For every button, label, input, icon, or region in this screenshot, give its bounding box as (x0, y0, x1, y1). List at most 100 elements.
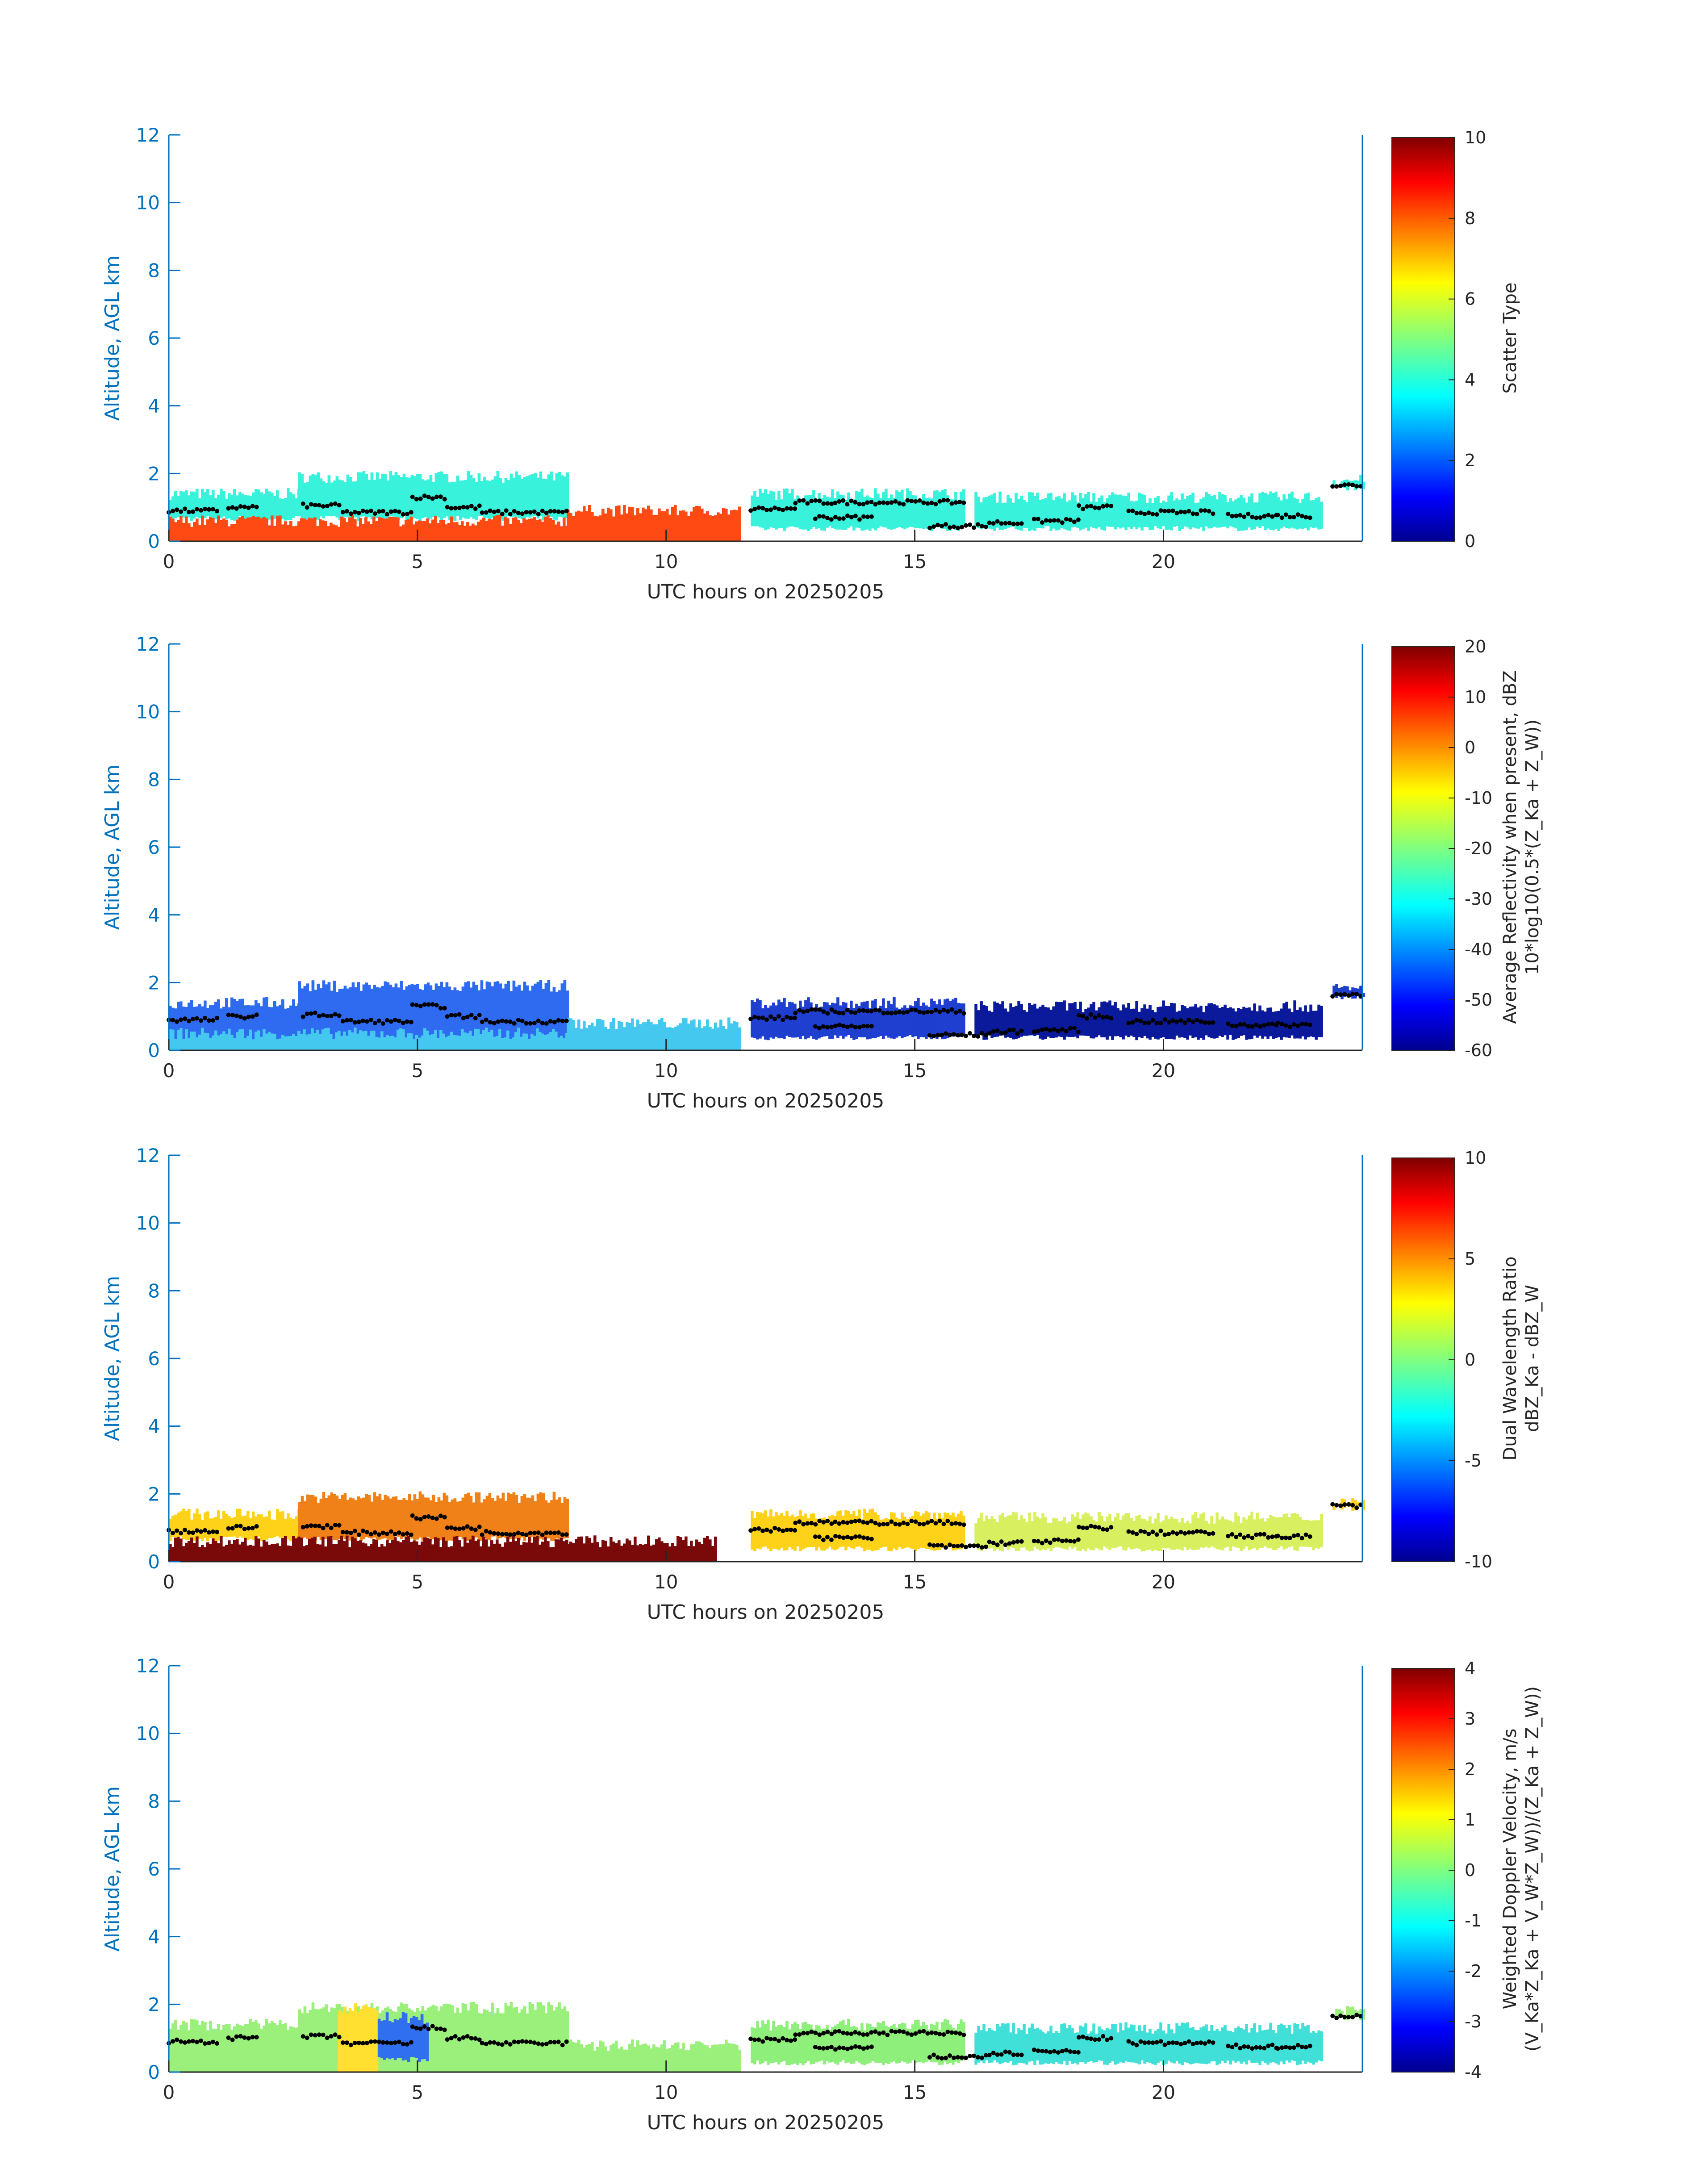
echo-column (501, 1492, 505, 1537)
echo-column (998, 1514, 1002, 1551)
echo-column (1143, 495, 1146, 527)
echo-column (1240, 2028, 1243, 2064)
echo-column (453, 1536, 456, 1562)
echo-column (1122, 1515, 1125, 1550)
cloud-base-point (1052, 518, 1057, 523)
echo-column (610, 1537, 613, 1562)
echo-column (727, 514, 731, 541)
cloud-base-point (949, 501, 954, 506)
cloud-base-point (953, 1521, 958, 1526)
echo-column (919, 1516, 923, 1548)
echo-column (569, 1018, 572, 1050)
echo-column (815, 2025, 818, 2063)
echo-column (977, 1518, 980, 1550)
cloud-base-point (1044, 1538, 1048, 1543)
echo-column (917, 1512, 920, 1550)
echo-column (1106, 1516, 1109, 1549)
echo-column (753, 2028, 756, 2064)
echo-column (182, 491, 185, 518)
cloud-base-point (484, 1529, 489, 1534)
echo-column (1031, 1005, 1034, 1036)
echo-column (196, 2020, 199, 2072)
echo-column (1218, 2031, 1221, 2064)
echo-column (1304, 493, 1307, 529)
echo-column (392, 1496, 395, 1540)
echo-column (1266, 494, 1270, 529)
echo-column (820, 2028, 823, 2061)
echo-column (448, 482, 451, 520)
echo-column (1028, 1513, 1031, 1551)
echo-column (461, 1546, 464, 1562)
echo-column (802, 1516, 805, 1550)
echo-column (241, 1029, 244, 1050)
cloud-base-point (793, 501, 798, 506)
cloud-base-point (348, 511, 353, 516)
echo-column (607, 1029, 610, 1050)
echo-column (255, 1000, 258, 1050)
echo-column (555, 2006, 559, 2072)
echo-column (410, 1500, 414, 1539)
echo-column (209, 2021, 212, 2072)
echo-column (279, 515, 282, 541)
cloud-base-point (1003, 1030, 1008, 1035)
echo-column (526, 1497, 529, 1537)
echo-column (717, 1027, 720, 1050)
echo-column (1092, 2023, 1095, 2063)
echo-column (1033, 1512, 1036, 1547)
echo-column (1068, 500, 1071, 531)
echo-column (351, 481, 355, 517)
echo-column (525, 1033, 528, 1050)
cloud-base-point (1354, 1505, 1359, 1510)
echo-column (276, 1509, 279, 1537)
echo-column (367, 985, 371, 1050)
echo-column (201, 515, 204, 541)
cloud-base-point (434, 1516, 439, 1521)
cloud-base-point (414, 497, 419, 501)
cloud-base-point (953, 500, 958, 505)
echo-column (405, 477, 409, 520)
echo-column (547, 474, 551, 518)
cloud-base-point (837, 1011, 842, 1015)
cloud-base-point (821, 1538, 826, 1542)
echo-column (914, 1511, 917, 1551)
echo-column (759, 1512, 762, 1550)
echo-layer (169, 2018, 301, 2072)
echo-column (332, 1544, 335, 1562)
echo-column (477, 473, 481, 516)
echo-column (324, 1028, 327, 1050)
echo-column (359, 1030, 362, 1050)
echo-column (177, 1002, 180, 1050)
cloud-base-point (1142, 1529, 1147, 1534)
echo-column (719, 2044, 722, 2072)
echo-column (443, 987, 446, 1050)
echo-column (257, 489, 260, 518)
echo-column (281, 499, 284, 519)
echo-column (685, 1018, 688, 1050)
echo-column (426, 518, 429, 541)
echo-column (618, 1021, 621, 1050)
echo-column (895, 1007, 898, 1038)
echo-column (1143, 1004, 1146, 1036)
echo-column (335, 1544, 338, 1562)
echo-column (364, 517, 367, 541)
echo-column (677, 1536, 680, 1562)
echo-column (639, 1024, 642, 1050)
cloud-base-point (488, 2040, 493, 2045)
cloud-base-point (1307, 1534, 1312, 1539)
echo-column (909, 1005, 912, 1035)
echo-column (639, 513, 642, 541)
cloud-base-point (329, 2034, 334, 2039)
echo-column (420, 2014, 424, 2060)
colorbar-gradient (1391, 137, 1455, 542)
cloud-base-point (1350, 2015, 1355, 2020)
echo-column (359, 518, 362, 541)
cloud-base-point (935, 522, 940, 527)
cloud-base-point (313, 1523, 317, 1528)
cloud-base-point (857, 1518, 862, 1523)
echo-column (467, 471, 470, 519)
cloud-base-point (457, 1526, 462, 1531)
cloud-base-point (1262, 1023, 1267, 1028)
echo-column (265, 489, 268, 519)
echo-column (660, 1541, 664, 1562)
cloud-base-point (1307, 515, 1312, 520)
